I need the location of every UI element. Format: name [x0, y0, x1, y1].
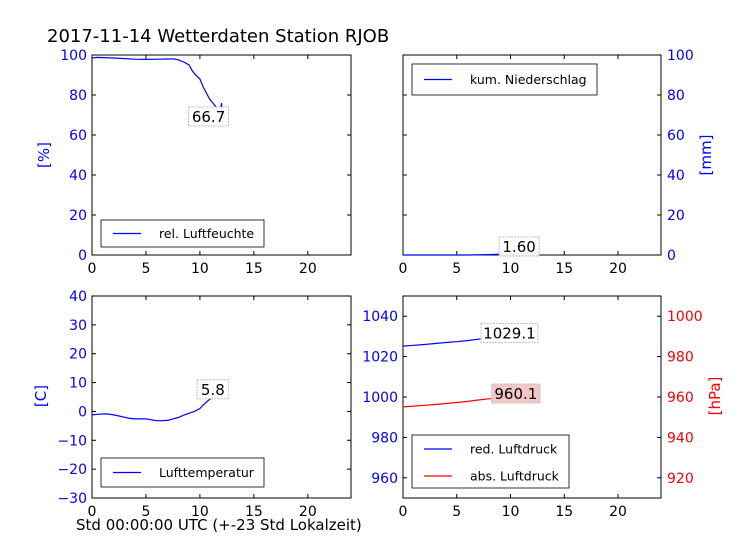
- y-tick-label-right: 40: [667, 168, 685, 184]
- annotation-box: [491, 383, 541, 404]
- y-tick-label: 0: [78, 404, 87, 420]
- y-tick-label-right: 80: [667, 88, 685, 104]
- y-tick-label: −30: [57, 491, 87, 507]
- humidity-chart: 0 5 10 15 20 0 20 40 60 80 100 [%] 66.7 rel. Luftfeuc…: [35, 48, 352, 277]
- legend-label: red. Luftdruck: [470, 442, 558, 457]
- temperature-chart: 0 5 10 15 20 −30 −20 −10 0 10 20 30 40 [C] 5.8 Lufttemp…: [32, 289, 352, 520]
- annotation-label: 5.8: [201, 381, 225, 399]
- x-tick-label: 20: [299, 261, 317, 277]
- y-tick-label-right: 60: [667, 128, 685, 144]
- y-tick-label: −10: [57, 433, 87, 449]
- y-tick-label: 40: [69, 289, 87, 305]
- x-tick-label: 5: [141, 504, 150, 520]
- y-tick-label-right: 920: [667, 471, 694, 487]
- annotation-box: [480, 322, 539, 343]
- x-tick-label: 15: [245, 261, 263, 277]
- pressure-chart: 0 5 10 15 20 960 980 1000 1020 1040 920 940 960 980 10…: [362, 295, 724, 520]
- y-axis-label: [%]: [35, 142, 53, 168]
- x-tick-label: 10: [191, 261, 209, 277]
- y-tick-label: 980: [371, 430, 398, 446]
- x-tick-label: 0: [88, 261, 97, 277]
- x-axis-label: Std 00:00:00 UTC (+-23 Std Lokalzeit): [76, 516, 362, 534]
- y-tick-label: 20: [69, 347, 87, 363]
- annotation-label: 960.1: [494, 385, 537, 403]
- y-tick-label: 40: [69, 168, 87, 184]
- legend-box: [411, 434, 570, 489]
- legend-label: Lufttemperatur: [159, 465, 255, 480]
- annotation-label: 1.60: [502, 238, 535, 256]
- x-tick-label: 10: [502, 504, 520, 520]
- precipitation-chart: 0 5 10 15 20 0 20 40 60 80 100 [mm] 1.60 kum. Nieders…: [399, 48, 715, 277]
- annotation-box: [498, 236, 540, 257]
- annotation-label: 66.7: [192, 108, 225, 126]
- y-tick-label: 30: [69, 318, 87, 334]
- y-tick-label: 80: [69, 88, 87, 104]
- x-tick-label: 10: [191, 504, 209, 520]
- y-tick-label-right: 100: [667, 48, 694, 64]
- x-tick-label: 15: [245, 504, 263, 520]
- y-axis-label: [mm]: [697, 135, 715, 176]
- x-tick-label: 20: [299, 504, 317, 520]
- x-tick-label: 5: [141, 261, 150, 277]
- y-tick-label-right: 960: [667, 390, 694, 406]
- x-tick-label: 5: [452, 504, 461, 520]
- y-tick-label-right: 20: [667, 208, 685, 224]
- y-tick-label: 1020: [362, 350, 398, 366]
- figure-title: 2017-11-14 Wetterdaten Station RJOB: [47, 26, 390, 47]
- x-tick-label: 10: [502, 261, 520, 277]
- y-tick-label: 100: [60, 48, 87, 64]
- annotation-box: [188, 106, 230, 127]
- y-tick-label: 20: [69, 208, 87, 224]
- y-tick-label-right: 0: [667, 248, 676, 264]
- legend-label: rel. Luftfeuchte: [159, 226, 254, 241]
- y-axis-label: [C]: [32, 385, 50, 407]
- legend-label: abs. Luftdruck: [470, 469, 560, 484]
- x-tick-label: 15: [555, 504, 573, 520]
- x-tick-label: 5: [452, 261, 461, 277]
- legend-label: kum. Niederschlag: [470, 72, 587, 87]
- y-tick-label: 960: [371, 471, 398, 487]
- y-tick-label: 0: [78, 248, 87, 264]
- y-tick-label: 60: [69, 128, 87, 144]
- x-tick-label: 20: [609, 261, 627, 277]
- y-tick-label: 10: [69, 376, 87, 392]
- y-tick-label-right: 980: [667, 350, 694, 366]
- x-tick-label: 0: [399, 504, 408, 520]
- y-tick-label: 1040: [362, 309, 398, 325]
- y-tick-label-right: 940: [667, 430, 694, 446]
- x-tick-label: 15: [555, 261, 573, 277]
- annotation-label: 1029.1: [483, 324, 536, 342]
- annotation-box: [196, 379, 230, 400]
- y-tick-label-right: 1000: [667, 309, 703, 325]
- y-axis-label: [hPa]: [706, 377, 724, 416]
- x-tick-label: 20: [609, 504, 627, 520]
- y-tick-label: 1000: [362, 390, 398, 406]
- y-tick-label: −20: [57, 462, 87, 478]
- x-tick-label: 0: [88, 504, 97, 520]
- x-tick-label: 0: [399, 261, 408, 277]
